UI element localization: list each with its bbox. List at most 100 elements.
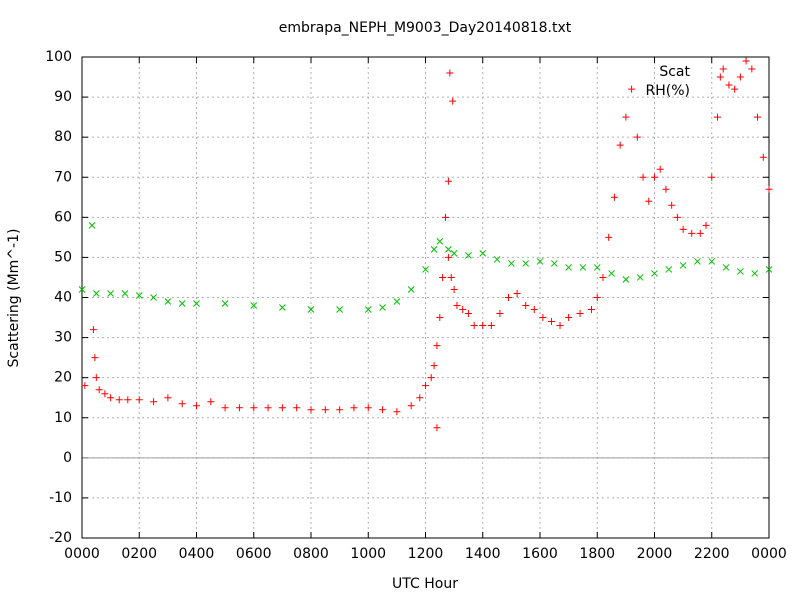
point [350,404,358,412]
point [496,310,504,318]
point [422,266,429,273]
x-tick-label: 1600 [522,546,558,562]
point [679,262,687,269]
point [731,85,739,93]
point [547,318,555,326]
x-tick-label: 0000 [64,546,100,562]
point [605,233,613,241]
point [279,304,286,311]
point [608,270,615,277]
point [436,314,444,322]
point [599,273,607,281]
y-tick-label: 100 [45,49,72,65]
point [307,306,315,313]
x-tick-label: 0200 [121,546,157,562]
point [565,314,573,322]
point [78,286,86,293]
point [221,404,229,412]
point [737,268,744,275]
point [427,374,435,382]
point [616,141,624,149]
point [221,300,229,307]
point [668,201,676,209]
y-tick-label: 60 [54,209,72,225]
y-axis-label: Scattering (Mm^-1) [6,229,22,368]
point [751,270,759,277]
x-tick-label: 1400 [465,546,501,562]
point [439,273,447,281]
point [453,302,461,310]
point [278,404,286,412]
x-tick-label: 0800 [293,546,329,562]
point [264,404,272,412]
point [679,225,687,233]
plot-frame [81,56,770,539]
x-tick-label: 1000 [350,546,386,562]
y-tick-label: 10 [54,410,72,426]
point [508,260,515,267]
point [445,246,452,253]
point [656,165,664,173]
point [593,264,601,271]
point [470,322,478,330]
point [444,177,452,185]
point [673,213,681,221]
x-tick-label: 1200 [408,546,444,562]
point [579,264,587,271]
point [651,270,658,277]
point [150,398,158,406]
point [293,404,301,412]
point [393,408,401,416]
point [107,290,114,297]
y-tick-label: 20 [54,370,72,386]
point [178,300,186,307]
point [465,252,472,259]
point [639,173,647,181]
point [522,302,530,310]
point [479,250,487,257]
x-tick-label: 1800 [579,546,615,562]
point [759,153,767,161]
point [379,406,387,414]
point [250,404,258,412]
point [164,298,172,305]
point [464,310,472,318]
point [430,362,438,370]
point [716,73,724,81]
point [696,229,704,237]
point [536,258,544,265]
point [307,406,315,414]
point [765,185,773,193]
point [688,229,696,237]
point [444,253,452,261]
y-tick-label: 70 [54,169,72,185]
point [622,276,630,283]
point [450,285,458,293]
y-tick-label: 40 [54,290,72,306]
point [550,260,558,267]
point [107,394,115,402]
point [719,65,727,73]
point [101,390,109,398]
point [250,302,258,309]
point [449,97,457,105]
chart-title: embrapa_NEPH_M9003_Day20140818.txt [279,20,572,36]
point [91,354,99,362]
point [708,173,716,181]
point [364,306,372,313]
point [393,298,401,305]
y-tick-label: -20 [49,530,72,546]
point [713,113,721,121]
point [336,306,343,313]
point [121,290,129,297]
point [135,396,143,404]
point [588,306,596,314]
point [407,286,415,293]
point [487,322,495,330]
point [430,246,438,253]
point [193,300,200,307]
x-tick-label: 0000 [751,546,787,562]
point [442,213,450,221]
y-tick-label: 50 [54,249,72,265]
